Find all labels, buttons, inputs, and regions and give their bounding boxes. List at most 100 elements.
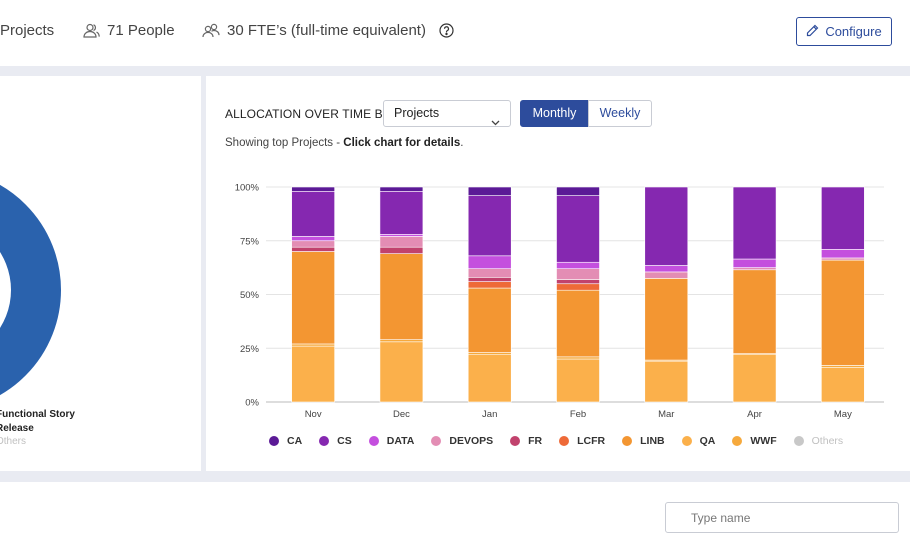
bar-segment[interactable] xyxy=(732,269,777,354)
fte-count: 30 FTE’s (full-time equivalent) xyxy=(227,22,426,39)
bar-segment[interactable] xyxy=(732,354,777,403)
x-tick-label: Dec xyxy=(393,409,410,420)
bar-segment[interactable] xyxy=(556,261,600,269)
legend-item[interactable]: LCFR xyxy=(559,435,605,447)
bar-segment[interactable] xyxy=(291,345,335,403)
bar-segment[interactable] xyxy=(291,240,335,248)
bar-segment[interactable] xyxy=(556,356,600,360)
bar-segment[interactable] xyxy=(556,289,600,358)
allocation-by-select[interactable]: Projects xyxy=(383,100,511,127)
bar-segment[interactable] xyxy=(644,186,689,266)
legend-swatch xyxy=(319,436,330,446)
legend-item[interactable]: DATA xyxy=(368,435,415,447)
help-icon[interactable] xyxy=(439,23,454,38)
allocation-chart[interactable]: 0% 25% 50% 75% 100% Nov Dec Jan Feb Mar Apr May xyxy=(206,176,910,426)
bar-segment[interactable] xyxy=(821,259,865,366)
bar-segment[interactable] xyxy=(556,279,600,285)
weekly-toggle[interactable]: Weekly xyxy=(588,100,652,127)
chart-legend: CA CS DATA DEVOPS FR LCFR LINB QA WWF Others xyxy=(269,435,860,447)
bar-segment[interactable] xyxy=(467,277,512,282)
bar-segment[interactable] xyxy=(291,343,335,347)
legend-label: DATA xyxy=(386,435,415,447)
bar-segment[interactable] xyxy=(732,267,777,271)
bar-segment[interactable] xyxy=(644,265,689,273)
legend-label: LINB xyxy=(640,435,665,447)
bar-segment[interactable] xyxy=(379,191,424,235)
y-tick-label: 50% xyxy=(240,290,260,301)
bar-segment[interactable] xyxy=(467,352,512,356)
legend-item[interactable]: Others xyxy=(793,435,843,447)
legend-swatch xyxy=(622,436,633,446)
bar-segment[interactable] xyxy=(467,195,512,257)
donut-legend-functional-story: Functional Story xyxy=(0,409,75,420)
bar-segment[interactable] xyxy=(291,191,335,237)
x-tick-label: Jan xyxy=(482,409,497,420)
bar-segment[interactable] xyxy=(821,257,865,261)
x-tick-label: May xyxy=(834,409,852,420)
legend-label: QA xyxy=(699,435,716,447)
bar-segment[interactable] xyxy=(291,236,335,242)
bar-segment[interactable] xyxy=(644,278,689,361)
legend-item[interactable]: FR xyxy=(510,435,542,447)
legend-item[interactable]: CA xyxy=(269,435,302,447)
hint-suffix: . xyxy=(460,137,464,149)
legend-label: DEVOPS xyxy=(449,435,494,447)
bar-segment[interactable] xyxy=(379,253,424,340)
legend-item[interactable]: CS xyxy=(319,435,352,447)
legend-item[interactable]: LINB xyxy=(622,435,665,447)
bar-segment[interactable] xyxy=(467,268,512,278)
bar-segment[interactable] xyxy=(379,233,424,237)
bar-segment[interactable] xyxy=(556,283,600,291)
people-count: 71 People xyxy=(107,22,175,39)
legend-item[interactable]: DEVOPS xyxy=(431,435,493,447)
bar-segment[interactable] xyxy=(291,186,335,192)
bar-segment[interactable] xyxy=(379,246,424,254)
donut-ring[interactable] xyxy=(0,185,61,395)
bar-segment[interactable] xyxy=(379,186,424,192)
bar-segment[interactable] xyxy=(291,246,335,252)
hint-prefix: Showing top Projects - xyxy=(225,137,344,149)
bar-segment[interactable] xyxy=(379,236,424,248)
bar-segment[interactable] xyxy=(467,186,512,196)
donut-chart[interactable] xyxy=(0,76,201,471)
bar-segment[interactable] xyxy=(821,367,865,403)
bar-segment[interactable] xyxy=(467,281,512,289)
bar-segment[interactable] xyxy=(644,271,689,279)
legend-item[interactable]: QA xyxy=(681,435,716,447)
legend-label: LCFR xyxy=(577,435,606,447)
bar-segment[interactable] xyxy=(467,255,512,270)
legend-label: FR xyxy=(528,435,543,447)
legend-item[interactable]: WWF xyxy=(732,435,777,447)
bar-segment[interactable] xyxy=(467,354,512,403)
summary-bar: Projects 71 People 30 FTE’s (full-time e… xyxy=(0,0,910,66)
monthly-toggle[interactable]: Monthly xyxy=(520,100,589,127)
bar-segment[interactable] xyxy=(556,195,600,263)
bar-segment[interactable] xyxy=(379,341,424,403)
allocation-by-value: Projects xyxy=(394,106,440,120)
y-tick-label: 100% xyxy=(235,183,260,194)
legend-swatch xyxy=(559,436,570,446)
bar-segment[interactable] xyxy=(291,251,335,345)
fte-stat: 30 FTE’s (full-time equivalent) xyxy=(202,22,454,39)
bar-segment[interactable] xyxy=(556,358,600,403)
bar-segment[interactable] xyxy=(556,186,600,196)
bar-segment[interactable] xyxy=(821,365,865,368)
projects-stat: Projects xyxy=(0,22,54,39)
search-input[interactable] xyxy=(665,502,899,533)
projects-label: Projects xyxy=(0,22,55,39)
configure-button[interactable]: Configure xyxy=(796,17,892,46)
bar-segment[interactable] xyxy=(556,268,600,280)
fte-icon xyxy=(202,23,220,38)
legend-swatch xyxy=(793,436,804,446)
bar-segment[interactable] xyxy=(467,287,512,353)
bar-segment[interactable] xyxy=(732,258,777,268)
allocation-panel: ALLOCATION OVER TIME BY Projects Monthly… xyxy=(206,76,910,471)
donut-legend-others: Others xyxy=(0,436,27,447)
bar-segment[interactable] xyxy=(379,339,424,343)
legend-label: WWF xyxy=(750,435,777,447)
bar-segment[interactable] xyxy=(732,186,777,260)
y-tick-label: 0% xyxy=(245,398,259,409)
bar-segment[interactable] xyxy=(644,360,689,403)
bar-segment[interactable] xyxy=(821,249,865,259)
bar-segment[interactable] xyxy=(821,186,865,250)
